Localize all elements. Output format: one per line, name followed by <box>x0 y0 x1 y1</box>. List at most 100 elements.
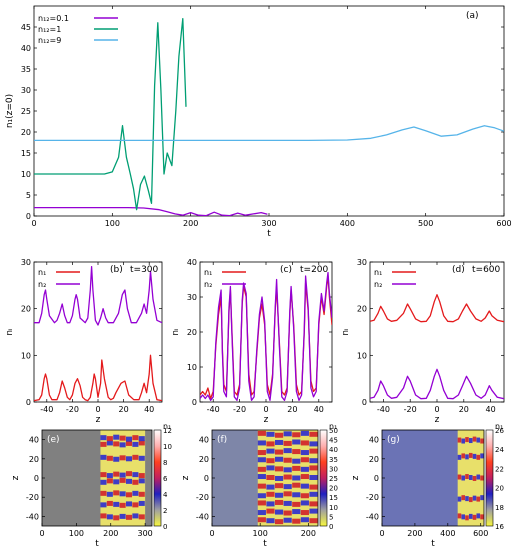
heatmap-stripe <box>309 441 318 447</box>
heatmap-stripe <box>300 440 309 446</box>
y-tick-label: 5 <box>26 191 31 200</box>
heatmap-stripe <box>480 514 484 520</box>
legend-label: n₂ <box>374 280 382 289</box>
x-tick-label: 300 <box>137 529 152 538</box>
y-tick-label: 0 <box>34 474 39 483</box>
heatmap-stripe <box>119 491 126 497</box>
x-tick-label: 0 <box>434 405 439 414</box>
series-line-b-0 <box>34 354 162 402</box>
heatmap-stripe <box>472 453 477 459</box>
x-tick-label: -20 <box>66 405 79 414</box>
panel-annotation: t=600 <box>472 265 501 275</box>
series-group <box>34 17 504 216</box>
heatmap-stripe <box>283 474 292 480</box>
heatmap-stripe <box>292 449 301 455</box>
heatmap-stripe <box>472 514 477 520</box>
x-tick-label: -40 <box>40 405 53 414</box>
heatmap-stripe <box>465 515 469 521</box>
heatmap-stripe <box>274 439 284 445</box>
heatmap-stripe <box>266 441 275 447</box>
heatmap-stripe <box>119 472 126 478</box>
heatmap-stripe <box>300 450 309 456</box>
heatmap-stripe <box>119 502 126 508</box>
x-tick-label: 20 <box>119 405 129 414</box>
x-tick-label: -40 <box>207 405 220 414</box>
heatmap-stripe <box>309 501 318 507</box>
heatmap-stripe <box>480 495 484 501</box>
heatmap-stripe <box>266 484 275 490</box>
heatmap-stripe <box>266 431 275 437</box>
heatmap-stripe <box>465 496 469 502</box>
y-tick-label: 10 <box>357 351 367 360</box>
x-tick-label: 20 <box>287 405 297 414</box>
y-tick-label: 0 <box>26 398 31 407</box>
heatmap-stripe <box>309 491 318 497</box>
y-tick-label: 40 <box>199 436 209 445</box>
y-axis-label: z <box>181 475 191 480</box>
heatmap-stripe <box>309 508 318 514</box>
legend-label: n₁ <box>374 268 382 277</box>
heatmap-stripe <box>300 510 309 516</box>
heatmap-stripe <box>309 484 318 490</box>
x-tick-label: 100 <box>253 529 268 538</box>
panel-label: (g) <box>387 435 400 445</box>
heatmap-stripe <box>300 493 309 499</box>
heatmap-stripe <box>468 513 473 519</box>
plot-frame <box>33 261 163 403</box>
heatmap-stripe <box>309 475 318 480</box>
heatmap-stripe <box>461 475 466 481</box>
heatmap-stripe <box>266 491 275 497</box>
x-tick-label: 20 <box>459 405 469 414</box>
heatmap-stripe <box>119 477 126 483</box>
x-tick-label: 100 <box>69 529 84 538</box>
y-tick-label: 0 <box>204 474 209 483</box>
panel-label: (f) <box>217 435 227 445</box>
heatmap-stripe <box>476 474 481 480</box>
heatmap-stripe <box>119 455 126 461</box>
heatmap-stripe <box>480 453 484 459</box>
heatmap-stripe <box>113 515 120 521</box>
y-tick-label: 20 <box>21 128 31 137</box>
series-group <box>34 266 162 402</box>
panel-f: 0 100 200-40-2002040tz(f)05101520253035404… <box>181 422 338 549</box>
colorbar-tick-label: 0 <box>163 523 167 531</box>
heatmap-stripe <box>309 458 318 464</box>
heatmap-stripe <box>100 454 107 460</box>
heatmap-stripe <box>138 478 145 484</box>
heatmap-stripe <box>125 436 133 442</box>
heatmap-stripe <box>292 501 301 507</box>
y-tick-label: 25 <box>21 107 31 116</box>
y-tick-label: 30 <box>357 258 367 267</box>
heatmap-stripe <box>309 518 318 524</box>
heatmap-stripe <box>257 430 266 436</box>
heatmap-stripe <box>132 479 139 485</box>
heatmap-stripe <box>113 471 120 477</box>
heatmap-stripe <box>266 465 275 471</box>
series-line-d-0 <box>370 294 504 323</box>
heatmap-stripe <box>274 456 284 462</box>
y-tick-label: 10 <box>21 170 31 179</box>
heatmap-stripe <box>283 467 292 473</box>
panel-label: (a) <box>466 11 479 21</box>
heatmap-stripe <box>100 479 107 485</box>
panel-label: (b) <box>110 265 123 275</box>
colorbar-tick-label: 18 <box>495 504 504 512</box>
x-tick-label: 0 <box>39 529 44 538</box>
heatmap-stripe <box>300 457 309 463</box>
heatmap-stripe <box>274 519 284 525</box>
y-tick-label: 0 <box>192 398 197 407</box>
colorbar-tick-label: 35 <box>329 456 338 464</box>
panel-label: (e) <box>47 435 60 445</box>
y-tick-label: -40 <box>366 512 379 521</box>
heatmap-stripe <box>283 510 292 516</box>
heatmap-stripe <box>292 439 301 445</box>
colorbar-tick-label: 0 <box>329 523 333 531</box>
legend-label: n₂ <box>204 280 212 289</box>
y-tick-label: 45 <box>21 23 31 32</box>
y-tick-label: 20 <box>187 328 197 337</box>
series-group <box>370 294 504 400</box>
heatmap-stripe <box>274 475 284 481</box>
y-tick-label: 30 <box>187 293 197 302</box>
